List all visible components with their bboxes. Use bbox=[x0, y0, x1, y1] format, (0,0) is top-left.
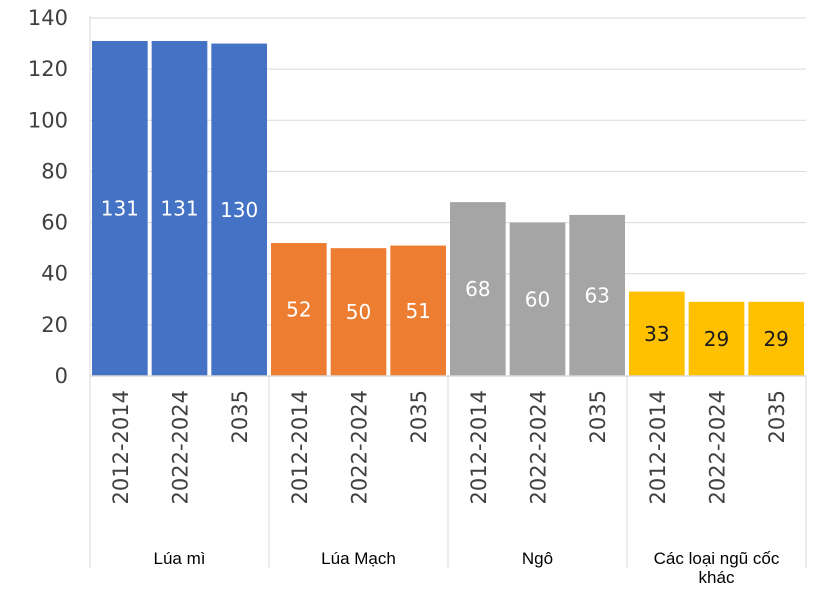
labels: 0 20 40 60 80 100 120 140 131 2012-2014 131 2022-20… bbox=[28, 6, 789, 587]
group-label: khác bbox=[699, 568, 735, 587]
y-tick-label: 80 bbox=[41, 159, 68, 183]
bar-value-label: 63 bbox=[584, 283, 609, 307]
x-tick-label: 2035 bbox=[765, 390, 789, 443]
bar bbox=[629, 291, 685, 376]
x-tick-label: 2035 bbox=[228, 390, 252, 443]
bar-value-label: 52 bbox=[286, 298, 311, 322]
gridlines bbox=[90, 17, 806, 326]
bars bbox=[92, 41, 804, 377]
bar bbox=[330, 248, 387, 376]
bar-value-label: 50 bbox=[346, 300, 371, 324]
bar-value-label: 29 bbox=[704, 327, 729, 351]
group-label: Lúa Mạch bbox=[321, 549, 396, 568]
bar bbox=[509, 222, 566, 376]
group-label: Ngô bbox=[522, 549, 553, 568]
bar bbox=[688, 301, 745, 376]
y-tick-label: 40 bbox=[41, 262, 68, 286]
x-tick-label: 2012-2014 bbox=[467, 390, 491, 504]
bar bbox=[569, 214, 625, 376]
bar-value-label: 60 bbox=[525, 287, 550, 311]
bar-value-label: 130 bbox=[220, 198, 258, 222]
x-tick-label: 2035 bbox=[586, 390, 610, 443]
x-tick-label: 2012-2014 bbox=[646, 390, 670, 504]
bar-value-label: 51 bbox=[405, 299, 430, 323]
group-label: Lúa mì bbox=[154, 549, 206, 568]
y-tick-label: 100 bbox=[28, 108, 68, 132]
y-tick-label: 120 bbox=[28, 57, 68, 81]
bar-value-label: 131 bbox=[160, 197, 198, 221]
x-tick-label: 2022-2024 bbox=[348, 390, 372, 504]
x-tick-label: 2012-2014 bbox=[288, 390, 312, 504]
bar-value-label: 29 bbox=[763, 327, 788, 351]
group-label: Các loại ngũ cốc bbox=[654, 549, 780, 568]
x-tick-label: 2035 bbox=[407, 390, 431, 443]
y-tick-label: 20 bbox=[41, 313, 68, 337]
bar-value-label: 131 bbox=[101, 197, 139, 221]
y-tick-label: 0 bbox=[55, 364, 68, 388]
bar bbox=[151, 41, 208, 377]
axes bbox=[89, 16, 807, 568]
y-tick-label: 60 bbox=[41, 211, 68, 235]
bar bbox=[450, 202, 506, 376]
x-tick-label: 2022-2024 bbox=[527, 390, 551, 504]
bar bbox=[390, 245, 446, 376]
x-tick-label: 2012-2014 bbox=[109, 390, 133, 504]
x-tick-label: 2022-2024 bbox=[169, 390, 193, 504]
x-tick-label: 2022-2024 bbox=[706, 390, 730, 504]
bar bbox=[271, 243, 327, 376]
bar bbox=[92, 41, 148, 377]
bar bbox=[211, 43, 267, 376]
bar-value-label: 33 bbox=[644, 322, 669, 346]
bar-value-label: 68 bbox=[465, 277, 490, 301]
bar bbox=[748, 301, 804, 376]
y-tick-label: 140 bbox=[28, 6, 68, 30]
